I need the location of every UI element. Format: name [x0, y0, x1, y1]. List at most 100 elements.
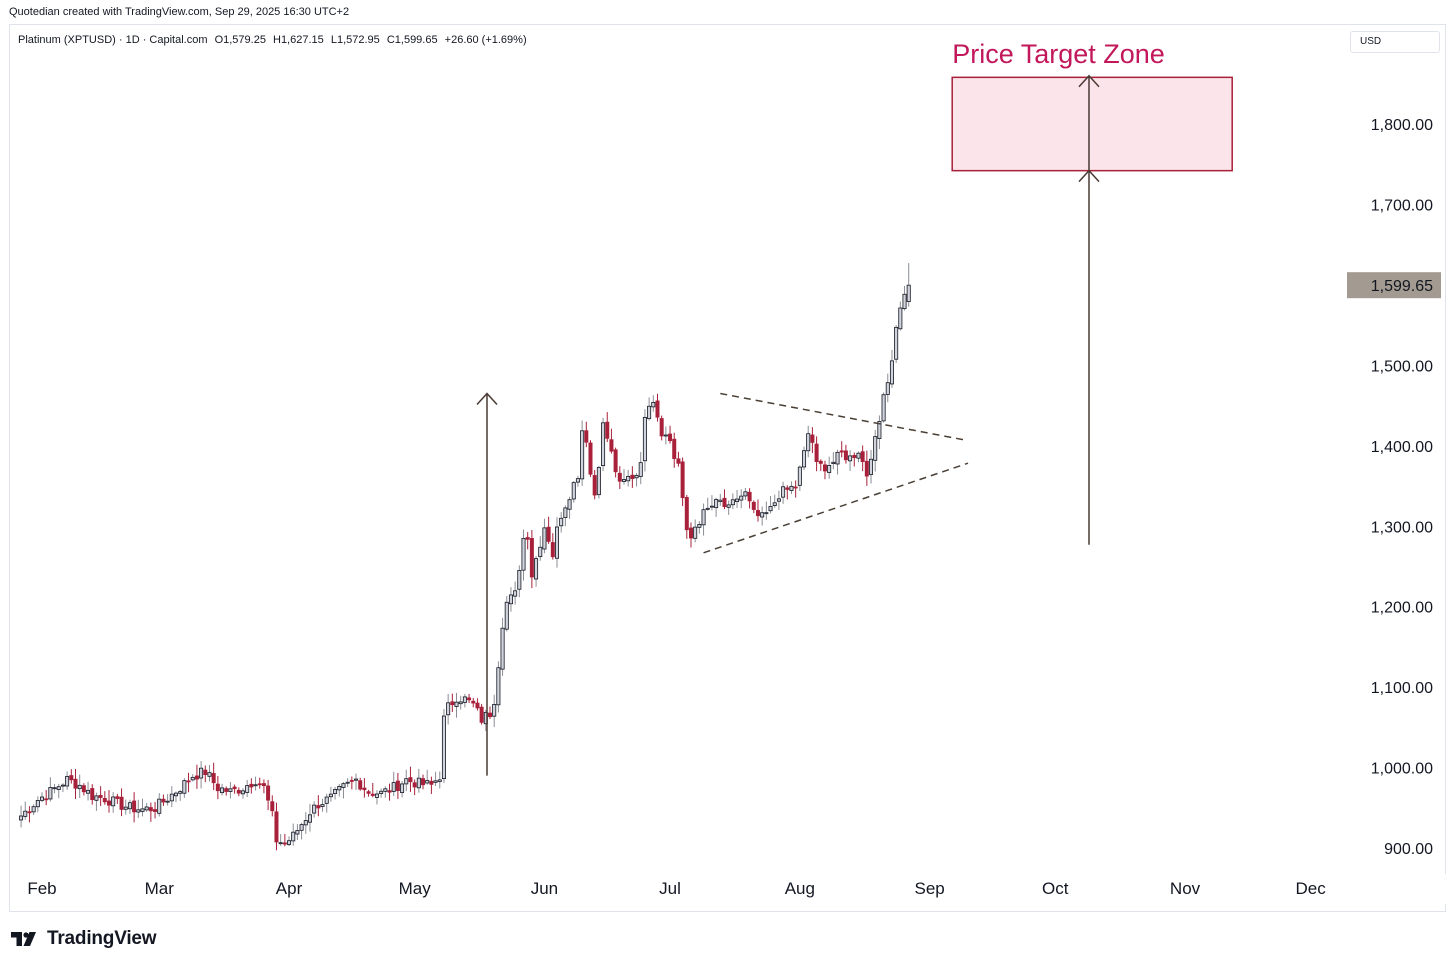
candle[interactable] [182, 778, 187, 798]
candle[interactable] [785, 485, 790, 500]
candle[interactable] [843, 444, 848, 464]
candle[interactable] [755, 499, 760, 522]
candle[interactable] [538, 536, 543, 561]
candle[interactable] [23, 801, 28, 820]
candle[interactable] [663, 426, 668, 445]
triangle-lower-trendline[interactable] [703, 462, 969, 554]
candle[interactable] [534, 556, 539, 587]
candle[interactable] [496, 661, 501, 713]
candle[interactable] [337, 783, 342, 797]
candle[interactable] [60, 783, 65, 793]
candle[interactable] [701, 503, 706, 536]
candle[interactable] [94, 792, 99, 811]
candle[interactable] [864, 450, 869, 486]
candle[interactable] [90, 784, 95, 805]
candle[interactable] [718, 493, 723, 506]
candle[interactable] [312, 801, 317, 818]
candle[interactable] [249, 778, 254, 794]
measured-move-arrow[interactable] [476, 392, 498, 776]
candle[interactable] [295, 824, 300, 840]
candle[interactable] [328, 786, 333, 802]
candle[interactable] [684, 494, 689, 539]
candle[interactable] [65, 771, 70, 790]
candle[interactable] [211, 762, 216, 791]
candle[interactable] [818, 459, 823, 471]
candle[interactable] [613, 447, 618, 478]
candle[interactable] [282, 833, 287, 847]
candle[interactable] [592, 470, 597, 500]
candle[interactable] [450, 693, 455, 713]
candle[interactable] [852, 452, 857, 467]
candle[interactable] [806, 425, 811, 458]
candle[interactable] [601, 417, 606, 472]
candle[interactable] [69, 769, 74, 784]
candle[interactable] [458, 695, 463, 710]
candle[interactable] [320, 798, 325, 812]
candle[interactable] [764, 501, 769, 520]
candle[interactable] [140, 798, 145, 817]
candle[interactable] [27, 806, 32, 823]
candle[interactable] [676, 451, 681, 467]
candle[interactable] [236, 787, 241, 797]
candle[interactable] [215, 775, 220, 800]
candle[interactable] [190, 774, 195, 782]
candle[interactable] [848, 450, 853, 471]
candle[interactable] [642, 409, 647, 472]
candle[interactable] [839, 441, 844, 458]
triangle-upper-trendline[interactable] [720, 392, 964, 441]
candle[interactable] [111, 792, 116, 813]
candle[interactable] [898, 301, 903, 331]
candle[interactable] [638, 452, 643, 485]
candle[interactable] [555, 517, 560, 568]
candle[interactable] [194, 764, 199, 789]
candle[interactable] [781, 481, 786, 504]
candle[interactable] [471, 697, 476, 708]
candle[interactable] [253, 776, 258, 791]
candle[interactable] [580, 420, 585, 486]
candle[interactable] [659, 415, 664, 441]
candle[interactable] [245, 779, 250, 798]
candle[interactable] [454, 692, 459, 718]
candle[interactable] [605, 412, 610, 443]
candle[interactable] [119, 788, 124, 817]
candle[interactable] [525, 532, 530, 550]
candle[interactable] [596, 465, 601, 499]
candle[interactable] [56, 783, 61, 799]
candle[interactable] [173, 791, 178, 803]
candle[interactable] [362, 778, 367, 798]
candle[interactable] [856, 451, 861, 463]
candle[interactable] [270, 795, 275, 817]
candle[interactable] [19, 805, 24, 828]
candle[interactable] [429, 776, 434, 794]
candle[interactable] [688, 522, 693, 548]
candle[interactable] [617, 466, 622, 489]
candle[interactable] [768, 495, 773, 514]
tradingview-brand[interactable]: TradingView [11, 928, 157, 950]
candle[interactable] [626, 469, 631, 487]
candle[interactable] [680, 457, 685, 507]
candle[interactable] [739, 489, 744, 509]
candle[interactable] [165, 794, 170, 806]
candle[interactable] [609, 428, 614, 454]
candle[interactable] [760, 506, 765, 526]
candle[interactable] [441, 708, 446, 784]
candle[interactable] [500, 617, 505, 676]
candle[interactable] [274, 802, 279, 851]
candle[interactable] [902, 285, 907, 311]
candle[interactable] [132, 792, 137, 823]
candle[interactable] [316, 795, 321, 817]
candle[interactable] [404, 769, 409, 792]
candle[interactable] [479, 703, 484, 725]
candle[interactable] [630, 466, 635, 488]
candle[interactable] [278, 834, 283, 846]
candle[interactable] [672, 432, 677, 468]
candle[interactable] [291, 823, 296, 846]
candle[interactable] [153, 802, 158, 819]
candle[interactable] [98, 786, 103, 806]
candle[interactable] [827, 456, 832, 479]
candle[interactable] [86, 781, 91, 801]
candle[interactable] [169, 786, 174, 808]
candle[interactable] [730, 493, 735, 510]
candle[interactable] [810, 427, 815, 454]
candle[interactable] [354, 773, 359, 790]
